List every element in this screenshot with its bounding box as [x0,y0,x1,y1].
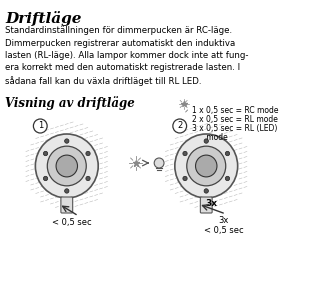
Text: 3 x 0,5 sec = RL (LED): 3 x 0,5 sec = RL (LED) [192,124,277,133]
Text: Driftläge: Driftläge [5,11,81,26]
FancyBboxPatch shape [200,197,212,213]
Circle shape [33,119,47,133]
Circle shape [204,189,208,193]
Circle shape [187,146,226,186]
Circle shape [65,139,69,143]
Circle shape [65,189,69,193]
Circle shape [43,176,48,181]
Text: Standardinställningen för dimmerpucken är RC-läge.
Dimmerpucken registrerar auto: Standardinställningen för dimmerpucken ä… [5,26,248,86]
Circle shape [183,151,187,156]
Text: 2: 2 [177,121,182,130]
Text: < 0,5 sec: < 0,5 sec [52,218,91,227]
Text: 1: 1 [38,121,43,130]
Circle shape [47,146,86,186]
Circle shape [154,158,164,168]
Text: 2 x 0,5 sec = RL mode: 2 x 0,5 sec = RL mode [192,115,277,124]
Circle shape [86,151,90,156]
Circle shape [35,134,98,198]
Circle shape [204,139,208,143]
Circle shape [183,176,187,181]
Text: Visning av driftläge: Visning av driftläge [5,96,135,110]
Text: 3x
< 0,5 sec: 3x < 0,5 sec [204,216,244,235]
Circle shape [173,119,187,133]
Circle shape [56,155,77,177]
Text: mode: mode [192,133,227,142]
Circle shape [86,176,90,181]
FancyBboxPatch shape [61,197,73,213]
Circle shape [196,155,217,177]
Circle shape [225,176,230,181]
Circle shape [225,151,230,156]
Circle shape [175,134,238,198]
Text: 3x: 3x [205,199,217,208]
Text: 1 x 0,5 sec = RC mode: 1 x 0,5 sec = RC mode [192,106,278,115]
Circle shape [43,151,48,156]
